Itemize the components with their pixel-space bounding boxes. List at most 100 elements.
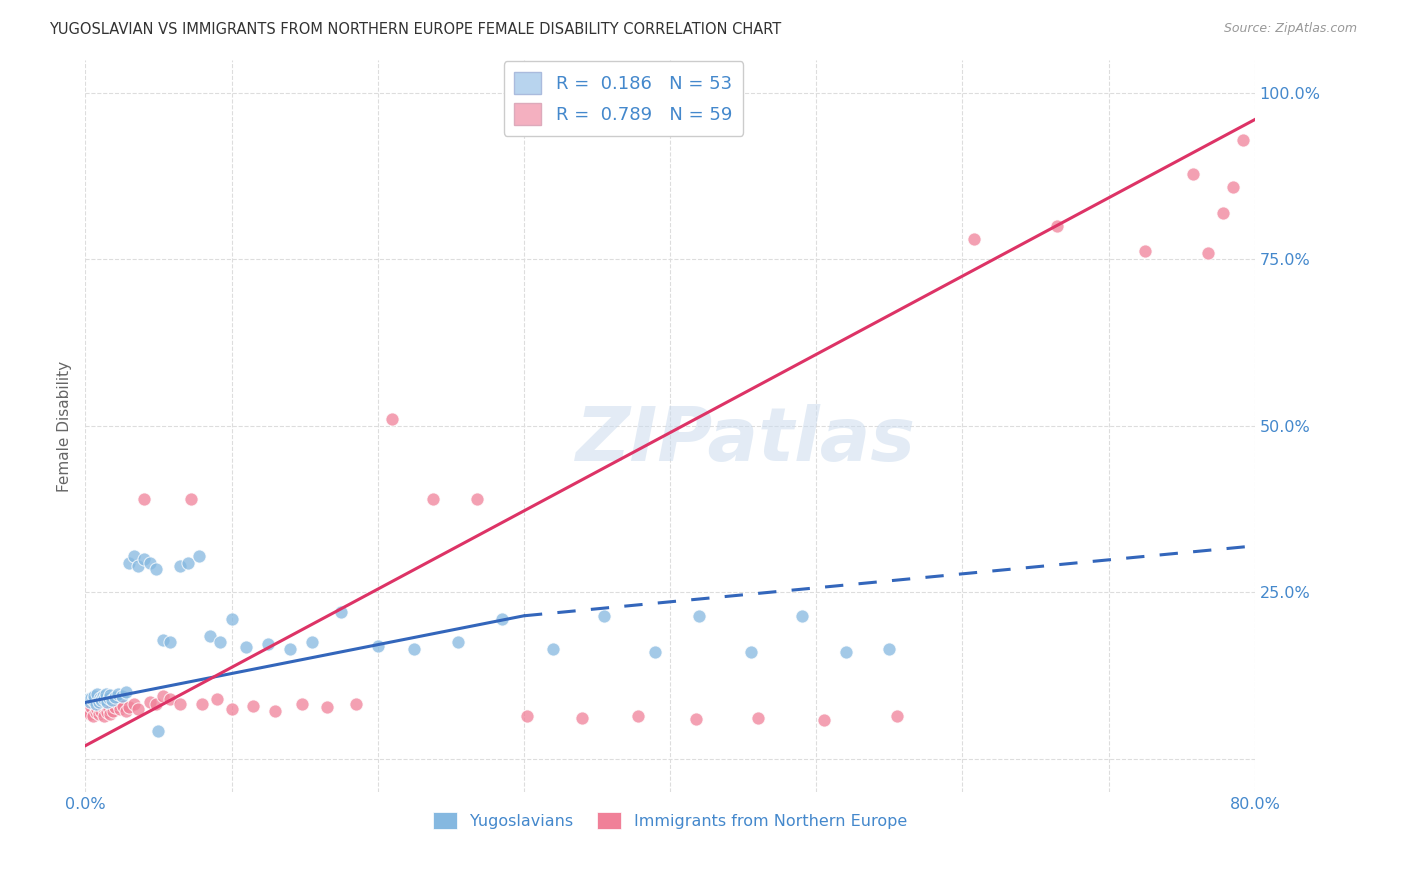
- Point: [177, 556, 200, 570]
- Point: [879, 642, 901, 657]
- Point: [112, 698, 135, 713]
- Point: [89, 690, 111, 705]
- Point: [100, 693, 122, 707]
- Point: [94, 698, 117, 712]
- Point: [91, 689, 114, 703]
- Point: [198, 629, 221, 643]
- Point: [118, 700, 141, 714]
- Point: [963, 232, 986, 246]
- Point: [688, 608, 710, 623]
- Point: [118, 556, 141, 570]
- Point: [107, 687, 129, 701]
- Point: [593, 608, 616, 623]
- Point: [1135, 244, 1157, 259]
- Point: [465, 492, 488, 507]
- Point: [110, 702, 132, 716]
- Point: [94, 687, 117, 701]
- Point: [813, 714, 835, 728]
- Point: [278, 642, 301, 657]
- Point: [87, 695, 110, 709]
- Point: [152, 633, 174, 648]
- Point: [84, 706, 107, 720]
- Point: [685, 712, 707, 726]
- Point: [132, 492, 155, 507]
- Point: [330, 606, 353, 620]
- Point: [148, 724, 170, 739]
- Point: [86, 702, 108, 716]
- Point: [145, 698, 167, 712]
- Text: Source: ZipAtlas.com: Source: ZipAtlas.com: [1223, 22, 1357, 36]
- Point: [886, 708, 908, 723]
- Point: [100, 698, 122, 713]
- Point: [77, 704, 100, 718]
- Point: [115, 685, 138, 699]
- Point: [84, 698, 107, 712]
- Point: [90, 704, 112, 718]
- Point: [97, 690, 120, 705]
- Point: [89, 698, 111, 713]
- Point: [80, 700, 103, 714]
- Point: [221, 612, 243, 626]
- Point: [291, 698, 314, 712]
- Point: [834, 645, 856, 659]
- Point: [422, 492, 444, 507]
- Point: [188, 549, 211, 563]
- Point: [169, 558, 191, 573]
- Point: [138, 556, 160, 570]
- Point: [381, 412, 404, 426]
- Point: [404, 642, 426, 657]
- Point: [98, 688, 121, 702]
- Point: [747, 711, 769, 725]
- Point: [77, 692, 100, 706]
- Point: [1232, 132, 1254, 146]
- Point: [315, 700, 337, 714]
- Point: [790, 608, 813, 623]
- Point: [1197, 245, 1219, 260]
- Point: [541, 642, 564, 657]
- Point: [627, 708, 650, 723]
- Point: [96, 695, 118, 709]
- Point: [221, 702, 243, 716]
- Point: [93, 708, 115, 723]
- Point: [1046, 219, 1069, 234]
- Point: [127, 558, 149, 573]
- Point: [107, 698, 129, 712]
- Point: [447, 635, 470, 649]
- Point: [740, 645, 762, 659]
- Point: [80, 690, 103, 705]
- Point: [93, 692, 115, 706]
- Point: [127, 702, 149, 716]
- Point: [104, 690, 127, 704]
- Point: [1212, 206, 1234, 220]
- Text: ZIPatlas: ZIPatlas: [576, 404, 917, 477]
- Point: [257, 637, 280, 651]
- Point: [122, 549, 145, 563]
- Point: [96, 706, 118, 720]
- Point: [111, 689, 134, 703]
- Point: [159, 635, 181, 649]
- Point: [1222, 180, 1244, 194]
- Legend: Yugoslavians, Immigrants from Northern Europe: Yugoslavians, Immigrants from Northern E…: [427, 805, 914, 836]
- Point: [367, 639, 389, 653]
- Point: [104, 700, 127, 714]
- Point: [145, 562, 167, 576]
- Point: [301, 635, 323, 649]
- Point: [86, 687, 108, 701]
- Point: [97, 702, 120, 716]
- Point: [169, 698, 191, 712]
- Point: [79, 706, 101, 721]
- Point: [83, 698, 105, 712]
- Point: [571, 711, 593, 725]
- Point: [83, 689, 105, 703]
- Point: [516, 708, 538, 723]
- Point: [644, 645, 666, 659]
- Point: [205, 692, 228, 706]
- Point: [344, 698, 367, 712]
- Point: [82, 708, 104, 723]
- Point: [152, 689, 174, 703]
- Point: [82, 693, 104, 707]
- Point: [235, 640, 257, 654]
- Point: [101, 704, 124, 718]
- Point: [132, 552, 155, 566]
- Y-axis label: Female Disability: Female Disability: [58, 360, 72, 491]
